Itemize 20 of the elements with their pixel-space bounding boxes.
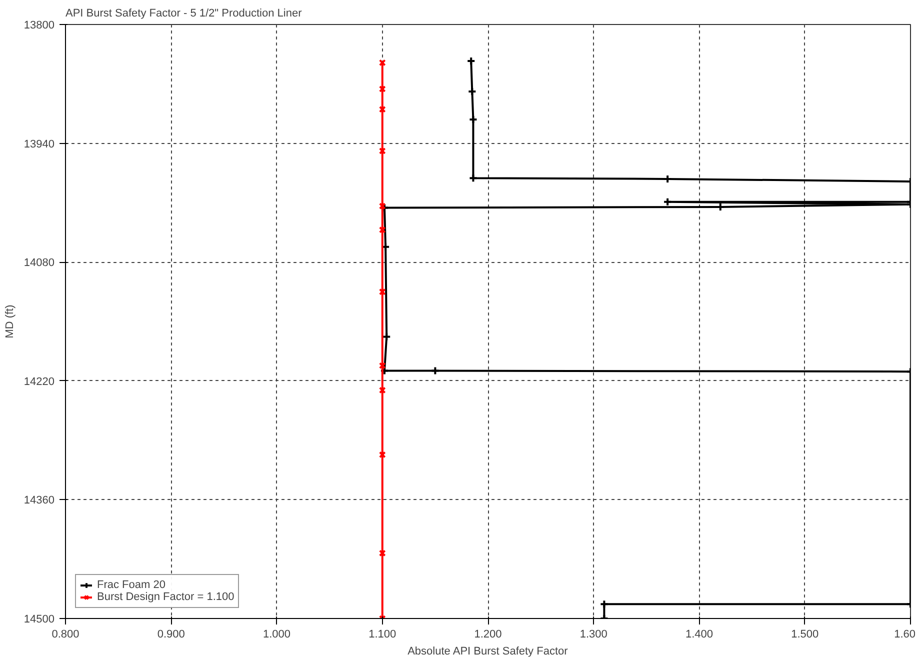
y-tick-label: 13940 <box>24 138 55 150</box>
y-tick-label: 14080 <box>24 257 55 270</box>
x-tick-label: 0.800 <box>52 628 80 640</box>
y-tick-label: 13800 <box>24 20 55 32</box>
y-tick-label: 14220 <box>24 376 55 388</box>
legend-label: Burst Design Factor = 1.100 <box>97 591 234 603</box>
x-tick-label: 1.300 <box>580 628 608 640</box>
x-tick-label: 1.400 <box>685 628 714 640</box>
y-tick-label: 14360 <box>24 494 55 507</box>
legend-label: Frac Foam 20 <box>97 579 166 591</box>
x-tick-label: 1.000 <box>262 628 291 640</box>
x-tick-label: 1.60 <box>894 628 916 640</box>
chart-title: API Burst Safety Factor - 5 1/2" Production Liner <box>66 8 302 20</box>
y-axis-title: MD (ft) <box>4 304 16 338</box>
x-tick-label: 0.900 <box>157 628 185 640</box>
x-tick-label: 1.100 <box>368 628 396 640</box>
x-tick-label: 1.200 <box>474 628 502 640</box>
x-tick-label: 1.500 <box>791 628 819 640</box>
y-tick-label: 14500 <box>24 614 55 626</box>
x-axis-title: Absolute API Burst Safety Factor <box>408 646 568 658</box>
